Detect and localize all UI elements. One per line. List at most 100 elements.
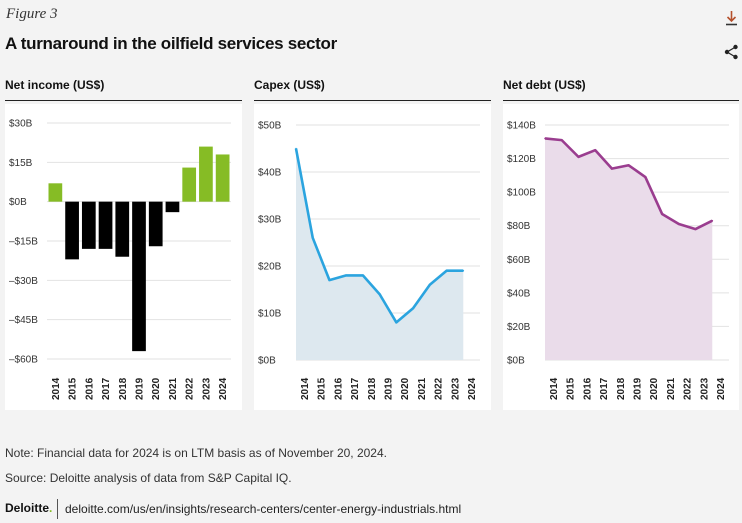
- net-debt-data-point: [711, 219, 714, 222]
- net-debt-x-tick-label: 2023: [699, 377, 710, 400]
- figure-label: Figure 3: [6, 6, 58, 22]
- net-income-bar: [65, 201, 79, 260]
- net-income-panel-title: Net income (US$): [5, 78, 105, 92]
- net-income-title-rule: [5, 100, 242, 101]
- net-debt-y-tick-label: $0B: [507, 356, 525, 367]
- capex-x-tick-label: 2020: [400, 377, 411, 400]
- net-debt-y-tick-label: $100B: [507, 188, 536, 199]
- net-debt-chart: $140B $120B $100B $80B $60B $40B $20B $0B 2014 20…: [507, 121, 729, 400]
- net-income-x-tick-label: 2015: [68, 377, 79, 400]
- figure-title: A turnaround in the oilfield services se…: [5, 34, 337, 53]
- capex-data-point: [395, 321, 398, 324]
- capex-panel-title: Capex (US$): [254, 78, 325, 92]
- net-debt-x-tick-label: 2020: [649, 377, 660, 400]
- capex-y-tick-label: $10B: [258, 309, 282, 320]
- net-income-bar: [165, 201, 180, 213]
- net-debt-data-point: [644, 176, 647, 178]
- net-income-chart-panel: $30B $15B $0B –$15B –$30B –$45B –$60B 2014 2015 2…: [5, 104, 242, 410]
- net-debt-x-tick-label: 2019: [633, 377, 644, 400]
- footer-separator: [57, 499, 58, 519]
- logo-text: Deloitte: [5, 501, 50, 515]
- net-debt-data-point: [694, 228, 697, 230]
- net-debt-data-point: [678, 223, 680, 225]
- net-debt-title-rule: [503, 100, 739, 101]
- net-income-x-tick-label: 2021: [168, 377, 179, 400]
- net-income-bar: [148, 201, 163, 247]
- download-icon[interactable]: [725, 10, 738, 26]
- net-income-y-tick-label: $30B: [9, 119, 33, 130]
- net-debt-data-point: [594, 149, 596, 151]
- capex-x-tick-label: 2015: [317, 377, 328, 400]
- capex-data-point: [429, 284, 431, 286]
- net-income-x-tick-label: 2016: [84, 377, 95, 400]
- net-income-x-tick-label: 2014: [51, 377, 62, 400]
- capex-data-point: [345, 274, 347, 277]
- net-income-x-tick-label: 2018: [118, 377, 129, 400]
- net-income-x-tick-label: 2022: [185, 377, 196, 400]
- capex-data-point: [328, 279, 331, 281]
- net-debt-x-tick-label: 2016: [582, 377, 593, 400]
- deloitte-logo[interactable]: Deloitte.: [5, 501, 52, 515]
- logo-dot: .: [49, 501, 53, 515]
- net-debt-data-point: [627, 164, 630, 167]
- net-debt-x-tick-label: 2021: [666, 377, 677, 400]
- net-debt-data-point: [577, 156, 580, 158]
- footer-url-link[interactable]: deloitte.com/us/en/insights/research-cen…: [65, 502, 462, 516]
- net-debt-x-tick-label: 2024: [716, 377, 727, 400]
- net-income-y-tick-label: $15B: [9, 158, 33, 169]
- capex-y-tick-label: $50B: [258, 121, 282, 132]
- net-income-y-tick-label: –$45B: [9, 315, 38, 326]
- net-debt-y-tick-label: $120B: [507, 154, 536, 165]
- net-debt-area-fill: [545, 138, 713, 360]
- capex-y-tick-label: $20B: [258, 262, 282, 273]
- net-income-x-tick-label: 2024: [218, 377, 229, 400]
- capex-x-tick-label: 2021: [417, 377, 428, 400]
- net-income-chart: $30B $15B $0B –$15B –$30B –$45B –$60B 2014 2015 2…: [9, 119, 231, 400]
- capex-x-tick-label: 2024: [467, 377, 478, 400]
- capex-chart-panel: $50B $40B $30B $20B $10B $0B 2014 2015 2016 2017 2…: [254, 104, 491, 410]
- net-debt-x-tick-label: 2015: [566, 377, 577, 400]
- net-debt-y-tick-label: $80B: [507, 221, 531, 232]
- net-debt-data-point: [661, 213, 663, 215]
- net-income-x-tick-label: 2023: [201, 377, 212, 400]
- net-debt-x-tick-label: 2017: [599, 377, 610, 400]
- capex-x-tick-label: 2014: [300, 377, 311, 400]
- capex-data-point: [378, 293, 381, 295]
- net-income-x-tick-label: 2020: [151, 377, 162, 400]
- capex-data-point: [445, 269, 448, 272]
- net-income-bar: [115, 201, 130, 257]
- net-debt-x-tick-label: 2014: [549, 377, 560, 400]
- capex-x-tick-label: 2023: [450, 377, 461, 400]
- capex-data-point: [311, 237, 314, 239]
- net-income-x-tick-label: 2019: [135, 377, 146, 400]
- net-income-bar: [81, 201, 96, 249]
- capex-data-point: [412, 307, 414, 310]
- net-income-bar: [132, 201, 146, 352]
- capex-data-point: [295, 147, 297, 150]
- capex-area-fill: [296, 148, 464, 360]
- capex-title-rule: [254, 100, 491, 101]
- net-debt-y-tick-label: $140B: [507, 121, 536, 132]
- net-income-y-tick-label: –$30B: [9, 276, 38, 287]
- net-income-bar: [48, 183, 63, 202]
- net-debt-y-tick-label: $20B: [507, 322, 531, 333]
- capex-x-tick-label: 2016: [333, 377, 344, 400]
- capex-y-tick-label: $30B: [258, 215, 282, 226]
- financial-note: Note: Financial data for 2024 is on LTM …: [5, 446, 387, 460]
- share-icon[interactable]: [724, 44, 739, 60]
- net-income-bar: [182, 167, 197, 202]
- net-income-y-tick-label: –$60B: [9, 355, 38, 366]
- capex-chart: $50B $40B $30B $20B $10B $0B 2014 2015 2016 2017 2…: [258, 121, 480, 400]
- net-debt-panel-title: Net debt (US$): [503, 78, 586, 92]
- net-debt-chart-panel: $140B $120B $100B $80B $60B $40B $20B $0B 2014 20…: [503, 104, 739, 410]
- source-note: Source: Deloitte analysis of data from S…: [5, 471, 292, 485]
- capex-y-tick-label: $40B: [258, 168, 282, 179]
- net-debt-data-point: [544, 137, 546, 140]
- capex-data-point: [462, 269, 465, 272]
- net-debt-data-point: [611, 167, 613, 170]
- net-debt-x-tick-label: 2018: [616, 377, 627, 400]
- net-income-bar: [215, 154, 230, 202]
- capex-y-tick-label: $0B: [258, 356, 276, 367]
- net-income-bar: [98, 201, 113, 249]
- net-debt-y-tick-label: $40B: [507, 288, 531, 299]
